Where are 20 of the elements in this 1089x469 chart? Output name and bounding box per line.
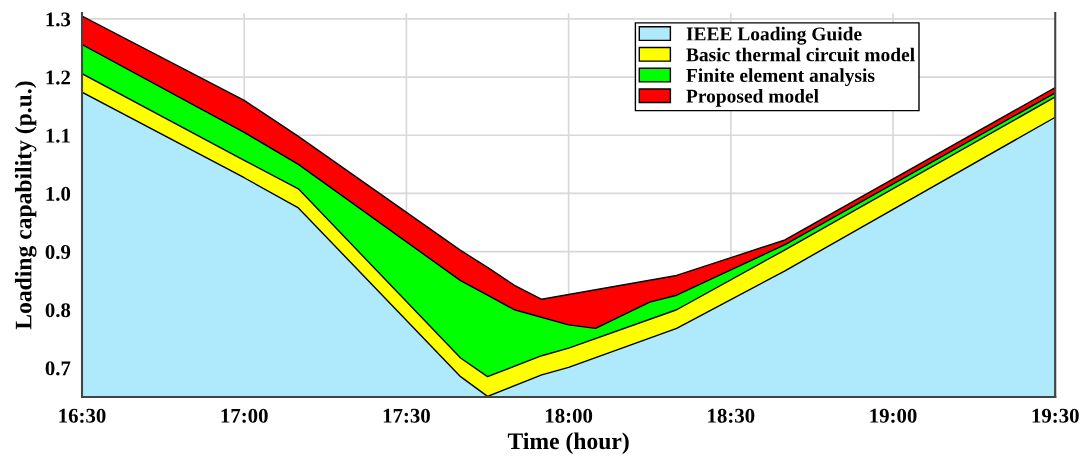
x-axis-title: Time (hour) [507,432,629,454]
x-tick-label: 19:00 [870,408,917,423]
y-tick-label: 1.0 [46,186,71,201]
x-tick-label: 16:30 [59,408,106,423]
legend-label: Proposed model [686,89,819,107]
legend-label: IEEE Loading Guide [686,26,862,45]
y-axis-title: Loading capability (p.u.) [14,81,37,330]
x-tick-label: 17:30 [383,408,430,423]
legend-label: Basic thermal circuit model [686,47,915,62]
y-tick-label: 0.9 [45,244,71,260]
x-tick-label: 18:00 [545,408,593,423]
legend-label: Finite element analysis [686,68,875,87]
y-tick-label: 0.7 [45,361,71,376]
y-tick-label: 0.8 [45,303,71,318]
y-tick-label: 1.2 [46,70,70,85]
x-tick-label: 19:30 [1032,408,1079,423]
x-tick-label: 17:00 [221,408,268,423]
x-tick-label: 18:30 [708,408,755,423]
y-tick-label: 1.1 [46,128,70,143]
y-tick-label: 1.3 [46,12,71,27]
